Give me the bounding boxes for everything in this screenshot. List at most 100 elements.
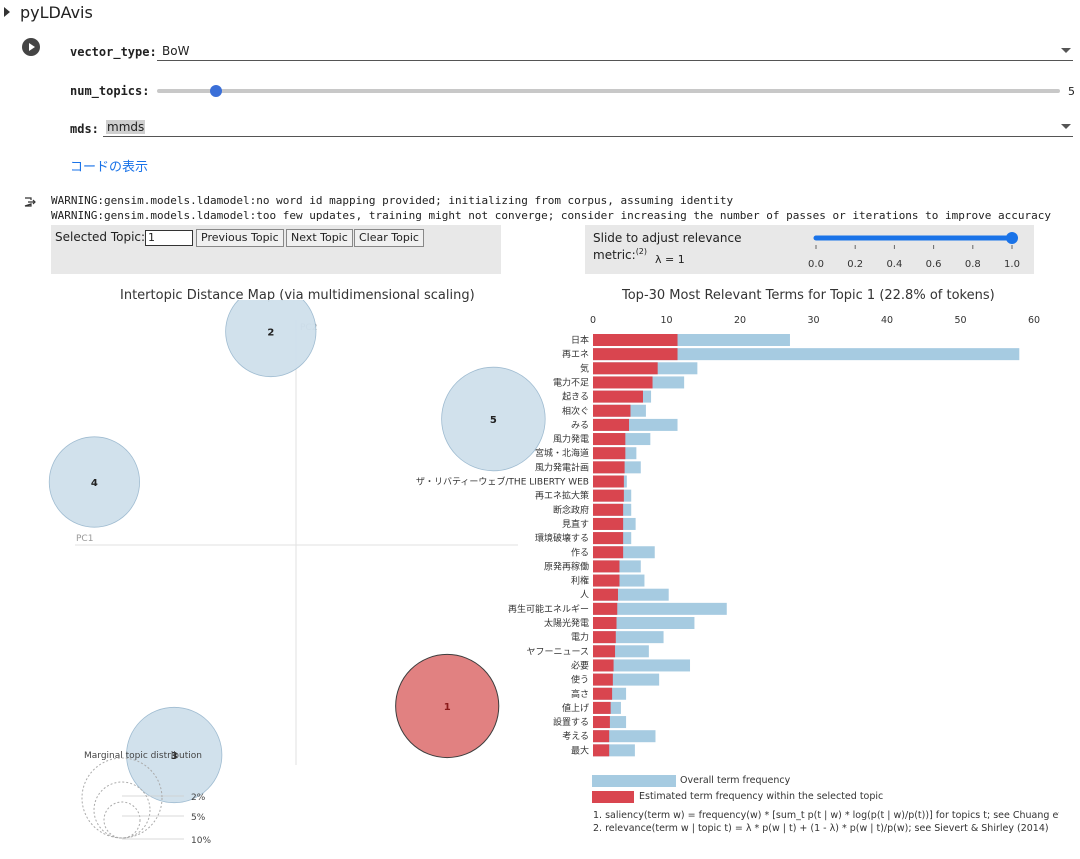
x-tick-label: 20	[734, 315, 746, 326]
top-terms-bar-chart[interactable]: 0 10 20 30 40 50 60 日本再エネ気電力不足起きる相次ぐみる風力発電宮城・北海…	[370, 310, 1070, 810]
bar-chart-title: Top-30 Most Relevant Terms for Topic 1 (…	[622, 288, 995, 303]
topic-circle-3	[126, 706, 223, 804]
lambda-tick-label: 0.0	[808, 259, 824, 270]
vector-type-value[interactable]: BoW	[162, 44, 190, 58]
term-label: 再生可能エネルギー	[508, 603, 589, 615]
topic-circle-1	[395, 653, 500, 759]
marginal-legend-title: Marginal topic distribution	[84, 751, 202, 761]
num-topics-label: num_topics:	[70, 84, 150, 98]
term-label: 再エネ拡大策	[535, 490, 589, 502]
bar-estimated	[593, 687, 613, 700]
term-label: 最大	[571, 744, 589, 756]
bar-estimated	[593, 574, 620, 587]
term-label: 風力発電計画	[535, 461, 589, 473]
bar-estimated	[593, 645, 616, 658]
topic-label-2: 2	[267, 328, 274, 339]
bar-estimated	[593, 376, 653, 389]
clear-topic-button[interactable]: Clear Topic	[354, 229, 424, 247]
bar-estimated	[593, 348, 678, 361]
topic-label-3: 3	[171, 751, 178, 762]
mds-value[interactable]: mmds	[106, 120, 146, 134]
lambda-tick-label: 0.4	[886, 259, 902, 270]
relevance-footnote: 2. relevance(term w | topic t) = λ * p(w…	[593, 823, 1049, 834]
bar-estimated	[593, 475, 624, 488]
term-label: 日本	[571, 334, 589, 346]
collapse-triangle-icon[interactable]	[4, 7, 10, 17]
metric-text: metric:	[593, 248, 636, 262]
lambda-slider-knob[interactable]	[1006, 232, 1018, 244]
term-label: 人	[580, 590, 589, 601]
term-label: 見直す	[562, 518, 589, 530]
previous-topic-button[interactable]: Previous Topic	[196, 229, 284, 247]
vector-type-underline	[157, 60, 1073, 61]
term-label: 再エネ	[562, 349, 589, 360]
selected-topic-input[interactable]: 1	[145, 230, 193, 246]
mds-label: mds:	[70, 122, 99, 136]
legend-overall-label: Overall term frequency	[680, 775, 791, 786]
term-label: 電力不足	[553, 376, 589, 388]
lambda-slider[interactable]: 0.0 0.2 0.4 0.6 0.8 1.0	[800, 228, 1030, 272]
term-label: 断念政府	[553, 504, 589, 516]
bar-estimated	[593, 532, 624, 545]
marginal-legend-label: 2%	[191, 793, 206, 803]
saliency-footnote: 1. saliency(term w) = frequency(w) * [su…	[593, 810, 1059, 821]
bar-estimated	[593, 489, 624, 502]
bar-estimated	[593, 517, 624, 530]
vector-type-label: vector_type:	[70, 45, 157, 59]
bar-estimated	[593, 602, 618, 615]
lambda-readout: λ = 1	[655, 253, 685, 266]
term-label: 環境破壊する	[535, 532, 589, 544]
term-label: 必要	[571, 659, 589, 671]
run-cell-button[interactable]	[22, 38, 40, 56]
term-label: 使う	[571, 674, 589, 686]
term-label: 考える	[562, 731, 589, 742]
num-topics-slider-track[interactable]	[157, 89, 1060, 93]
chevron-down-icon[interactable]	[1061, 48, 1071, 53]
marginal-legend-circle	[93, 781, 151, 839]
legend-estimated-swatch	[592, 791, 634, 803]
bar-estimated	[593, 730, 610, 743]
marginal-legend-label: 10%	[191, 836, 211, 846]
bar-estimated	[593, 588, 618, 601]
topic-circle-4	[48, 436, 140, 528]
marginal-legend-label: 5%	[191, 813, 206, 823]
topic-label-4: 4	[91, 478, 98, 489]
bar-estimated	[593, 546, 624, 559]
bar-estimated	[593, 617, 617, 629]
relevance-control-panel	[585, 225, 1034, 274]
lambda-tick-label: 0.8	[965, 259, 981, 270]
output-redirect-icon	[24, 197, 36, 207]
bar-estimated	[593, 461, 625, 474]
bar-estimated	[593, 503, 624, 516]
x-tick-label: 10	[660, 315, 672, 326]
metric-footnote: (2)	[635, 247, 648, 256]
num-topics-slider-knob[interactable]	[209, 85, 222, 97]
bar-overall	[593, 348, 1020, 361]
x-tick-label: 50	[954, 315, 966, 326]
intertopic-distance-map[interactable]: PC2PC112345Marginal topic distribution2%…	[0, 300, 560, 859]
lambda-tick-label: 0.2	[847, 259, 863, 270]
x-tick-label: 60	[1028, 315, 1040, 326]
term-label: 高さ	[571, 688, 589, 700]
show-code-link[interactable]: コードの表示	[70, 160, 149, 175]
warning-line-1: WARNING:gensim.models.ldamodel:no word i…	[51, 194, 734, 207]
slide-label: Slide to adjust relevance	[593, 231, 742, 245]
term-label: 太陽光発電	[544, 617, 589, 629]
term-label: みる	[571, 420, 589, 431]
bar-estimated	[593, 659, 614, 672]
bar-estimated	[593, 362, 658, 375]
bar-estimated	[593, 418, 630, 431]
topic-label-1: 1	[444, 702, 451, 713]
x-tick-label: 30	[807, 315, 819, 326]
term-label: 電力	[571, 631, 589, 643]
bar-estimated	[593, 673, 613, 686]
legend-overall-swatch	[592, 775, 676, 787]
bar-estimated	[593, 447, 626, 460]
selected-topic-label: Selected Topic:	[55, 230, 146, 244]
term-label: 気	[580, 362, 589, 374]
term-label: 相次ぐ	[562, 405, 589, 417]
chevron-down-icon[interactable]	[1061, 124, 1071, 129]
next-topic-button[interactable]: Next Topic	[286, 229, 353, 247]
term-label: 作る	[571, 546, 589, 558]
term-label: ザ・リバティーウェブ/THE LIBERTY WEB	[416, 476, 589, 488]
